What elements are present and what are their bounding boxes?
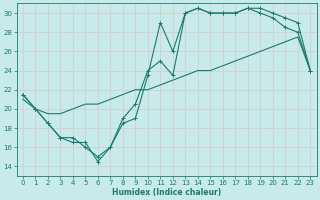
X-axis label: Humidex (Indice chaleur): Humidex (Indice chaleur) [112, 188, 221, 197]
